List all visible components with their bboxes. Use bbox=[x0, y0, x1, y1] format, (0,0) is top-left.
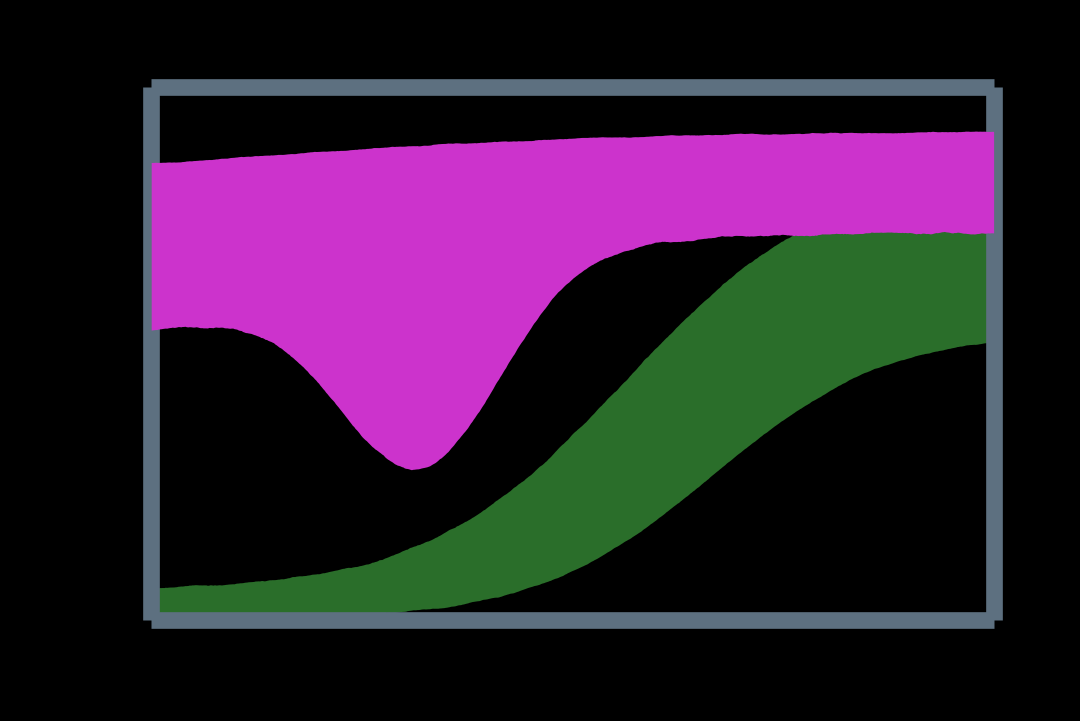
X-axis label: Pervanadate (mM): Pervanadate (mM) bbox=[413, 684, 732, 713]
Text: Dose-response of the HTRF Phospho/Total VAV1 assay
on cells treated with pervana: Dose-response of the HTRF Phospho/Total … bbox=[222, 22, 858, 65]
Y-axis label: Ratio: Ratio bbox=[66, 309, 95, 398]
